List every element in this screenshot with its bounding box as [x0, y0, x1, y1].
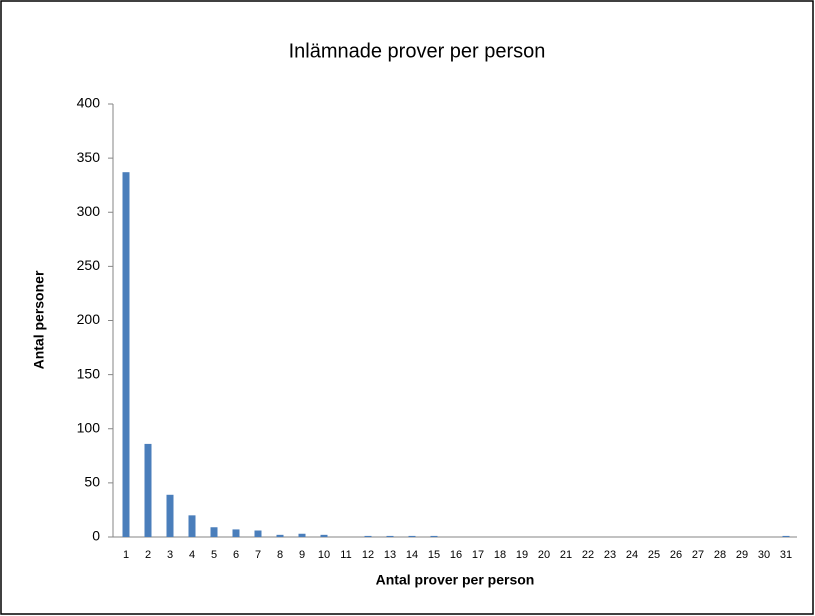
x-tick-label: 21 — [560, 549, 572, 561]
x-tick-label: 11 — [340, 549, 351, 561]
y-tick-label: 100 — [77, 419, 101, 435]
x-tick-label: 2 — [145, 549, 151, 561]
y-tick-label: 0 — [92, 528, 100, 544]
x-tick-label: 28 — [714, 549, 726, 561]
x-tick-label: 20 — [538, 549, 550, 561]
x-axis-title: Antal prover per person — [376, 572, 535, 588]
bar — [408, 535, 416, 537]
x-tick-label: 4 — [189, 549, 195, 561]
x-tick-label: 12 — [362, 549, 374, 561]
x-tick-label: 31 — [780, 549, 792, 561]
x-tick-label: 14 — [406, 549, 418, 561]
bar — [386, 535, 394, 537]
chart-title: Inlämnade prover per person — [289, 40, 546, 62]
x-tick-label: 8 — [277, 549, 283, 561]
bar — [210, 527, 218, 537]
x-tick-label: 7 — [255, 549, 261, 561]
bar — [254, 530, 262, 537]
x-tick-label: 26 — [670, 549, 682, 561]
y-tick-label: 350 — [77, 149, 101, 165]
bar — [782, 535, 790, 537]
bar — [232, 529, 240, 537]
y-axis-title: Antal personer — [31, 270, 47, 369]
y-tick-label: 200 — [77, 311, 101, 327]
x-tick-label: 10 — [318, 549, 330, 561]
x-tick-label: 24 — [626, 549, 638, 561]
x-tick-label: 16 — [450, 549, 462, 561]
bar — [166, 494, 174, 537]
y-tick-label: 250 — [77, 257, 101, 273]
x-tick-label: 6 — [233, 549, 239, 561]
bar — [320, 534, 328, 537]
bar — [188, 515, 196, 537]
x-tick-label: 22 — [582, 549, 594, 561]
x-tick-label: 9 — [299, 549, 305, 561]
x-tick-label: 19 — [516, 549, 528, 561]
y-tick-label: 50 — [84, 474, 100, 490]
x-tick-label: 18 — [494, 549, 506, 561]
bar — [364, 535, 372, 537]
x-tick-label: 5 — [211, 549, 217, 561]
bar — [122, 172, 130, 537]
x-tick-label: 27 — [692, 549, 704, 561]
x-tick-label: 15 — [428, 549, 440, 561]
y-tick-label: 150 — [77, 365, 101, 381]
x-tick-label: 23 — [604, 549, 616, 561]
x-tick-label: 1 — [123, 549, 129, 561]
bar — [298, 533, 306, 537]
y-tick-label: 400 — [77, 95, 101, 111]
bar — [144, 443, 152, 537]
x-tick-label: 25 — [648, 549, 660, 561]
x-tick-label: 3 — [167, 549, 173, 561]
bar — [276, 534, 284, 537]
x-tick-label: 17 — [472, 549, 484, 561]
y-tick-label: 300 — [77, 203, 101, 219]
bar — [430, 535, 438, 537]
x-tick-label: 13 — [384, 549, 396, 561]
x-tick-label: 30 — [758, 549, 770, 561]
x-tick-label: 29 — [736, 549, 748, 561]
